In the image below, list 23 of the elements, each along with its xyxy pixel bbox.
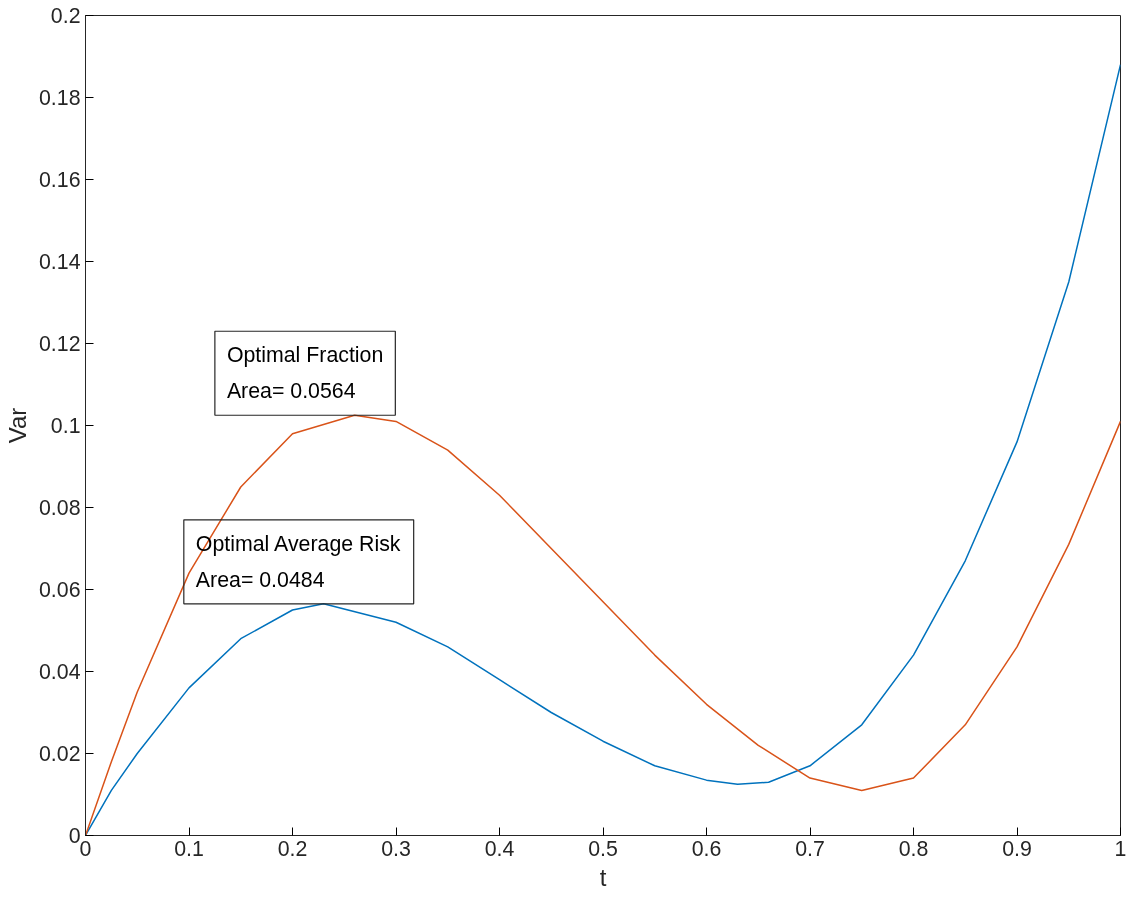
x-axis-title: t — [599, 863, 607, 891]
x-tick-label: 0.2 — [277, 836, 308, 861]
annotation: Optimal Fraction Area= 0.0564 — [226, 343, 384, 404]
x-tick-label: 1 — [1114, 836, 1127, 861]
y-tick-label: 0.12 — [38, 332, 81, 356]
x-tick-label: 0.4 — [484, 836, 515, 861]
y-axis-title: Var — [3, 407, 31, 444]
x-tick-label: 0.5 — [588, 836, 618, 861]
x-tick-label: 0.9 — [1002, 836, 1032, 861]
y-tick-label: 0.16 — [38, 168, 81, 192]
y-tick-label: 0.14 — [38, 250, 81, 274]
y-tick-label: 0.1 — [50, 414, 81, 438]
y-tick-label: 0.04 — [38, 660, 81, 684]
x-tick-label: 0.7 — [795, 836, 825, 861]
y-tick-label: 0.06 — [38, 578, 81, 602]
y-tick-label: 0.2 — [50, 4, 81, 28]
y-tick-label: 0.08 — [38, 496, 81, 520]
x-tick-label: 0.8 — [898, 836, 929, 861]
y-tick-label: 0.18 — [38, 86, 81, 110]
x-tick-label: 0.6 — [691, 836, 722, 861]
x-tick-label: 0.1 — [174, 836, 204, 861]
x-tick-label: 0.3 — [381, 836, 411, 861]
y-tick-label: 0.02 — [38, 742, 81, 766]
